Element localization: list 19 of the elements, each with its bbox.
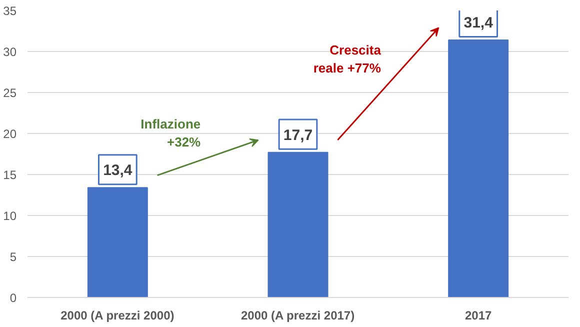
- y-tick-label: 30: [3, 45, 17, 59]
- annotation: Inflazione +32%: [140, 116, 202, 150]
- bar: [448, 40, 509, 298]
- data-label: 31,4: [464, 14, 494, 32]
- bar: [87, 187, 148, 298]
- y-tick-label: 25: [3, 86, 17, 100]
- y-tick-label: 35: [3, 4, 17, 18]
- data-label: 17,7: [283, 126, 313, 144]
- data-label: 13,4: [103, 162, 133, 180]
- y-tick-label: 5: [10, 250, 17, 264]
- annotation: Crescita reale +77%: [313, 42, 382, 76]
- x-tick-label: 2000 (A prezzi 2017): [240, 308, 355, 322]
- x-tick-label: 2000 (A prezzi 2000): [60, 308, 174, 322]
- x-tick-label: 2017: [464, 308, 492, 322]
- y-tick-label: 20: [3, 127, 17, 141]
- y-tick-label: 10: [3, 209, 17, 223]
- y-tick-label: 15: [3, 168, 17, 182]
- bar: [268, 152, 328, 298]
- y-tick-label: 0: [10, 291, 17, 305]
